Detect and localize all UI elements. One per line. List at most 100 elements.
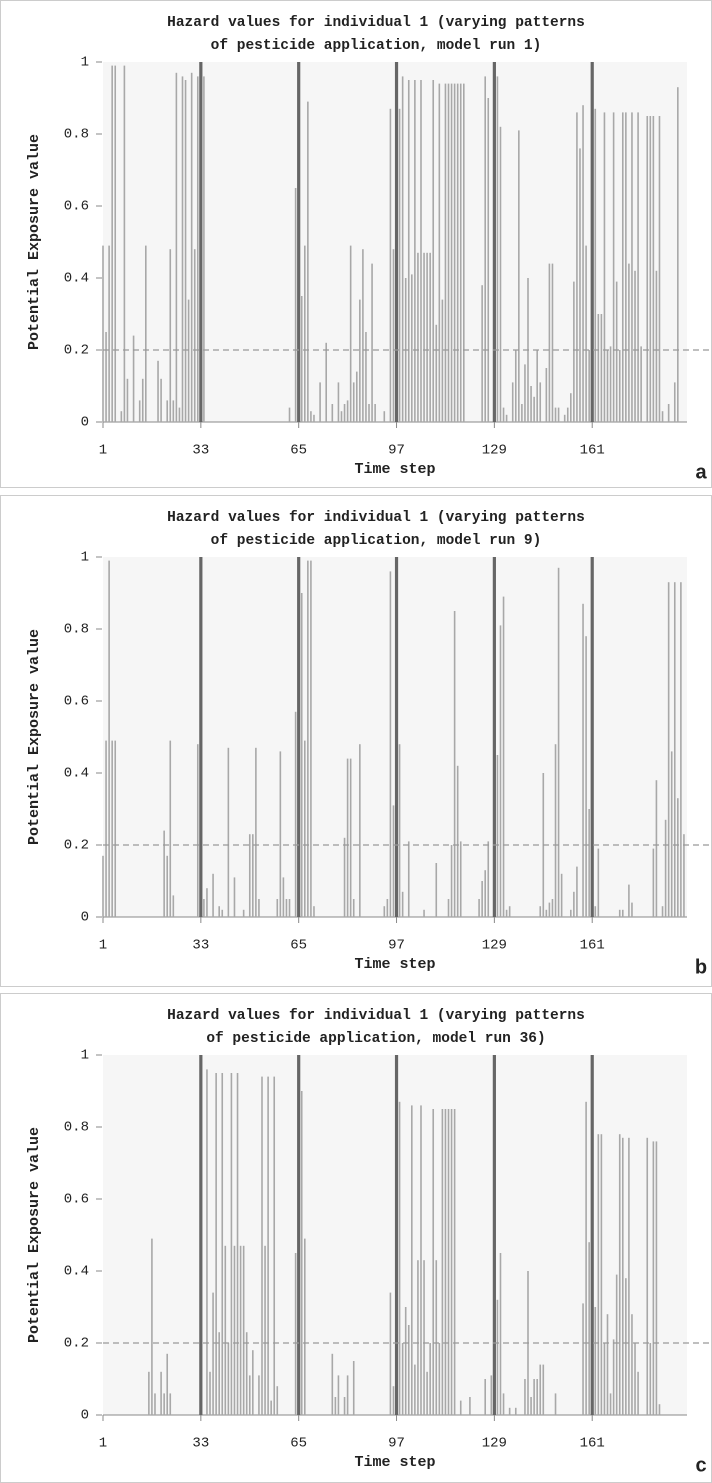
bar xyxy=(545,909,548,917)
bar xyxy=(239,1245,242,1415)
bar xyxy=(634,1343,636,1415)
bar xyxy=(637,112,639,423)
bar xyxy=(120,411,123,422)
bar xyxy=(346,758,349,917)
chart-title: Hazard values for individual 1 (varying … xyxy=(167,15,585,31)
x-tick-label: 33 xyxy=(192,938,209,954)
bar xyxy=(310,411,312,422)
bar xyxy=(337,382,340,422)
bar xyxy=(621,112,624,423)
bar xyxy=(677,87,679,422)
bar xyxy=(530,1397,532,1415)
chart-title: Hazard values for individual 1 (varying … xyxy=(167,1008,585,1024)
bar xyxy=(600,1134,603,1415)
bar xyxy=(178,407,181,422)
bar xyxy=(389,108,392,423)
bar xyxy=(594,1307,597,1415)
bar xyxy=(398,1101,401,1415)
bar xyxy=(114,65,117,422)
bar xyxy=(590,1055,594,1415)
bar xyxy=(557,407,560,422)
bar xyxy=(450,83,453,422)
bar xyxy=(481,285,483,422)
bar xyxy=(487,98,490,422)
bar xyxy=(518,130,520,422)
bar xyxy=(450,845,453,917)
y-tick-label: 0 xyxy=(81,415,89,431)
x-tick-label: 33 xyxy=(192,1436,209,1452)
bar xyxy=(628,263,630,422)
bar xyxy=(252,834,254,917)
bar xyxy=(199,62,203,422)
bar xyxy=(105,332,107,422)
chart-title: Hazard values for individual 1 (varying … xyxy=(167,510,585,526)
x-tick-label: 1 xyxy=(99,1436,107,1452)
panel: Hazard values for individual 1 (varying … xyxy=(0,993,712,1483)
bar xyxy=(588,809,590,917)
bar xyxy=(163,1393,165,1415)
bar xyxy=(667,404,670,422)
bar xyxy=(487,841,490,917)
bar xyxy=(459,83,462,422)
bar xyxy=(502,407,505,422)
bar xyxy=(606,1314,609,1415)
bar xyxy=(453,1109,456,1415)
bar xyxy=(680,582,682,917)
bar xyxy=(374,404,376,422)
bar xyxy=(533,1379,535,1415)
bar xyxy=(383,906,386,917)
bar xyxy=(492,557,496,917)
bar xyxy=(359,744,361,917)
bar xyxy=(570,393,572,422)
bar xyxy=(588,350,590,422)
bar xyxy=(667,582,670,917)
bar xyxy=(652,1141,655,1415)
bar xyxy=(579,148,581,422)
bar xyxy=(288,899,291,917)
bar xyxy=(233,877,236,917)
y-tick-label: 0.4 xyxy=(64,271,89,287)
y-axis-title: Potential Exposure value xyxy=(26,1127,43,1343)
bar xyxy=(212,1292,214,1415)
bar xyxy=(655,270,658,422)
bar xyxy=(383,411,386,422)
bar xyxy=(548,263,551,422)
bar xyxy=(343,1397,346,1415)
chart-title: of pesticide application, model run 36) xyxy=(206,1031,545,1047)
bar xyxy=(187,299,190,422)
bar xyxy=(362,249,364,422)
bar xyxy=(349,758,352,917)
panel-label: c xyxy=(695,1454,706,1476)
bar xyxy=(469,1397,471,1415)
bar xyxy=(304,1238,306,1415)
bar xyxy=(514,350,517,422)
panel: Hazard values for individual 1 (varying … xyxy=(0,495,712,987)
bar xyxy=(462,83,465,422)
y-tick-label: 0.8 xyxy=(64,622,89,638)
bar xyxy=(524,364,526,422)
chart-title: of pesticide application, model run 1) xyxy=(211,38,542,54)
bar xyxy=(496,76,499,423)
bar xyxy=(600,314,603,422)
bar xyxy=(276,899,279,917)
bar xyxy=(157,360,159,422)
bar xyxy=(435,324,438,422)
bar xyxy=(181,76,184,423)
bar xyxy=(603,112,606,423)
bar xyxy=(307,560,309,917)
bar xyxy=(349,245,352,422)
bar xyxy=(673,582,676,917)
bar xyxy=(172,895,175,917)
bar xyxy=(539,906,542,917)
bar xyxy=(300,296,303,422)
bar xyxy=(368,404,370,422)
bar xyxy=(227,747,230,917)
bar xyxy=(420,80,422,422)
x-tick-label: 65 xyxy=(290,1436,307,1452)
y-tick-label: 1 xyxy=(81,55,89,71)
bar xyxy=(414,80,416,422)
bar xyxy=(267,1076,269,1415)
bar xyxy=(551,899,554,917)
bar xyxy=(300,593,303,917)
bar xyxy=(245,1332,248,1415)
